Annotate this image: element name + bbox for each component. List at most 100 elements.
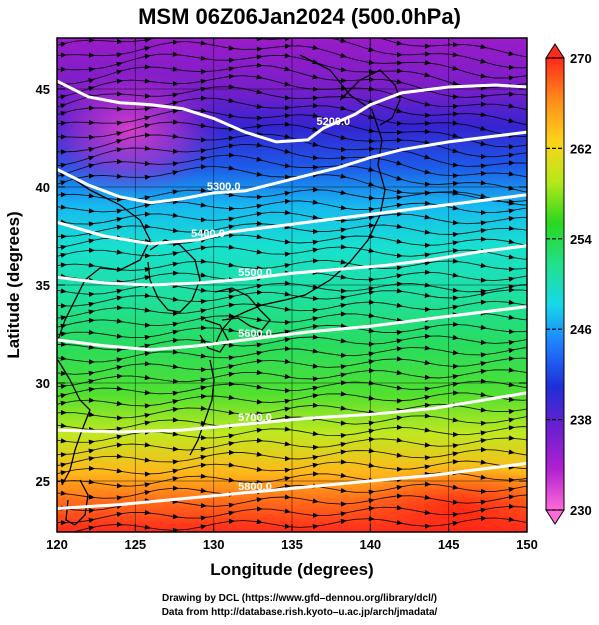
wind-arrow <box>228 45 235 51</box>
wind-arrow <box>312 74 319 80</box>
wind-arrow <box>452 220 459 226</box>
wind-arrow <box>172 66 179 72</box>
wind-arrow <box>60 120 67 126</box>
wind-arrow <box>60 383 67 389</box>
wind-arrow <box>144 403 151 409</box>
wind-arrow <box>368 222 375 229</box>
x-tick-label: 150 <box>516 537 538 552</box>
wind-arrow <box>200 308 207 314</box>
wind-arrow <box>424 169 431 175</box>
wind-arrow <box>452 374 459 380</box>
colorbar-tick-label: 270 <box>570 51 592 66</box>
wind-arrow <box>200 446 207 452</box>
wind-arrow <box>452 350 459 356</box>
wind-arrow <box>284 43 291 49</box>
wind-arrow <box>480 352 487 358</box>
wind-arrow <box>480 407 487 413</box>
wind-arrow <box>340 459 347 465</box>
wind-arrow <box>116 347 123 353</box>
wind-arrow <box>200 524 207 530</box>
wind-arrow <box>508 382 515 388</box>
wind-arrow <box>368 289 375 295</box>
wind-arrow <box>424 427 431 433</box>
wind-arrow <box>452 120 459 126</box>
wind-arrow <box>144 64 151 70</box>
wind-arrow <box>172 148 179 154</box>
wind-arrow <box>88 465 95 471</box>
wind-arrow <box>228 192 235 198</box>
wind-arrow <box>88 155 95 161</box>
wind-arrow <box>228 224 235 230</box>
wind-arrow <box>396 288 403 294</box>
wind-arrow <box>312 112 319 119</box>
wind-arrow <box>424 242 431 248</box>
wind-arrow <box>368 395 375 401</box>
wind-arrow <box>172 390 179 396</box>
wind-arrow <box>256 265 263 272</box>
wind-arrow <box>200 435 207 441</box>
wind-arrow <box>368 312 375 318</box>
wind-arrow <box>144 93 151 99</box>
wind-arrow <box>116 69 123 75</box>
wind-arrow <box>116 318 123 324</box>
wind-arrow <box>60 134 67 140</box>
wind-arrow <box>312 444 319 450</box>
wind-arrow <box>172 399 179 405</box>
wind-arrow <box>200 55 207 61</box>
wind-arrow <box>368 380 375 386</box>
wind-arrow <box>89 25 96 31</box>
wind-arrow <box>452 80 459 86</box>
wind-arrow <box>60 288 67 294</box>
wind-arrow <box>60 355 67 361</box>
wind-arrow <box>116 442 123 448</box>
wind-arrow <box>424 190 431 196</box>
y-tick-label: 45 <box>36 82 50 97</box>
wind-arrow <box>368 498 375 504</box>
wind-arrow <box>172 100 179 106</box>
wind-arrow <box>508 503 515 509</box>
wind-arrow <box>60 315 67 321</box>
wind-arrow <box>396 356 403 362</box>
wind-arrow <box>396 329 403 336</box>
wind-arrow <box>396 493 403 499</box>
wind-arrow <box>88 193 95 199</box>
wind-arrow <box>452 390 459 396</box>
wind-arrow <box>508 340 515 346</box>
wind-arrow <box>396 424 403 430</box>
wind-arrow <box>284 467 291 473</box>
wind-arrow <box>368 138 375 144</box>
wind-arrow <box>424 442 431 448</box>
wind-arrow <box>396 195 403 201</box>
wind-arrow <box>284 426 291 432</box>
wind-arrow <box>172 431 179 437</box>
wind-arrow <box>481 101 487 107</box>
wind-arrow <box>88 208 95 214</box>
wind-arrow <box>396 137 403 143</box>
wind-arrow <box>200 137 207 143</box>
wind-arrow <box>256 203 263 209</box>
wind-arrow <box>368 277 375 283</box>
wind-arrow <box>424 494 431 500</box>
wind-arrow <box>424 252 431 258</box>
wind-arrow <box>60 252 67 258</box>
wind-arrow <box>172 261 179 267</box>
wind-arrow <box>508 425 515 431</box>
wind-arrow <box>312 187 319 193</box>
wind-arrow <box>368 76 375 83</box>
wind-arrow <box>424 260 431 266</box>
wind-arrow <box>256 156 263 162</box>
wind-arrow <box>200 40 207 46</box>
wind-arrow <box>256 283 263 289</box>
wind-arrow <box>200 298 207 305</box>
wind-arrow <box>256 115 263 121</box>
wind-arrow <box>368 359 375 365</box>
wind-arrow <box>228 313 235 319</box>
wind-arrow <box>480 459 487 465</box>
wind-arrow <box>452 484 459 490</box>
wind-arrow <box>368 59 375 66</box>
wind-arrow <box>340 420 347 426</box>
wind-arrow <box>60 192 67 198</box>
height-contours: 5200.0 5300.0 5400.0 5500.0 5600.0 5700.0 5800… <box>57 79 527 510</box>
wind-arrow <box>116 216 123 223</box>
wind-arrow <box>452 381 459 387</box>
